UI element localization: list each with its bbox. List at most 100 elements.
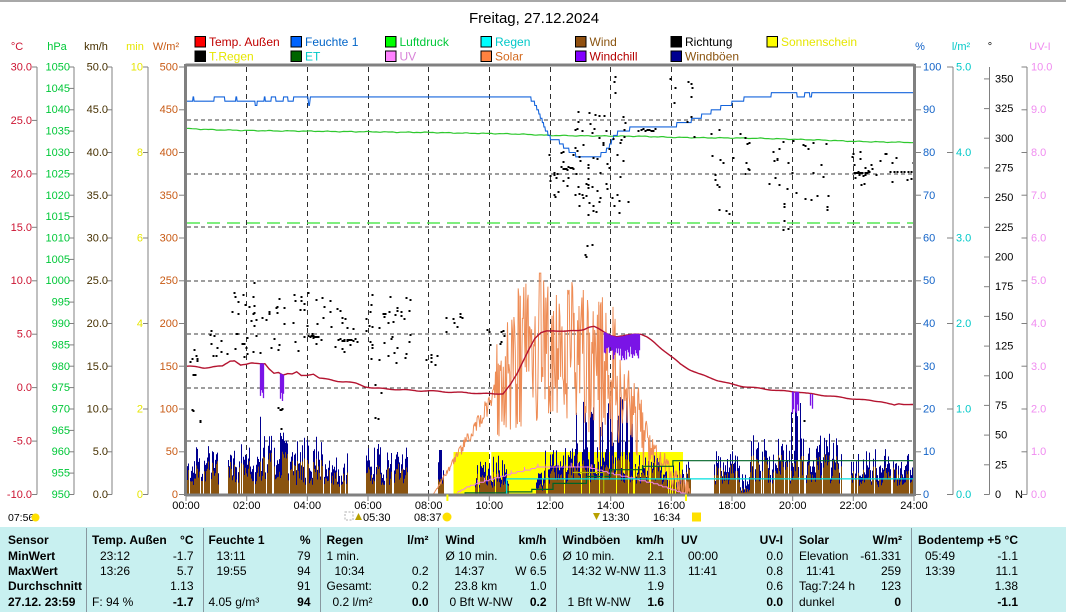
svg-text:Solar: Solar (495, 50, 523, 64)
svg-text:5.0: 5.0 (956, 62, 971, 74)
svg-text:15.0: 15.0 (87, 361, 108, 373)
svg-text:-10.0: -10.0 (7, 489, 32, 501)
svg-text:965: 965 (52, 425, 70, 437)
svg-text:Luftdruck: Luftdruck (400, 35, 450, 49)
svg-text:70: 70 (923, 190, 935, 202)
svg-text:100: 100 (995, 370, 1013, 382)
svg-text:10:00: 10:00 (476, 500, 504, 512)
svg-text:km/h: km/h (84, 41, 108, 53)
svg-text:min: min (126, 41, 144, 53)
svg-text:Windchill: Windchill (590, 50, 638, 64)
svg-text:20.0: 20.0 (87, 318, 108, 330)
svg-text:Sonnenschein: Sonnenschein (781, 35, 857, 49)
svg-text:25.0: 25.0 (87, 275, 108, 287)
svg-text:08:00: 08:00 (415, 500, 443, 512)
svg-text:5.0: 5.0 (93, 446, 108, 458)
svg-text:10: 10 (131, 62, 143, 74)
svg-text:350: 350 (995, 73, 1013, 85)
svg-text:13:30: 13:30 (602, 512, 630, 524)
svg-text:16:00: 16:00 (658, 500, 686, 512)
svg-text:0.0: 0.0 (1031, 489, 1046, 501)
svg-text:0: 0 (137, 489, 143, 501)
svg-text:200: 200 (995, 252, 1013, 264)
svg-text:UV-I: UV-I (1029, 41, 1050, 53)
svg-text:2.0: 2.0 (956, 318, 971, 330)
svg-text:90: 90 (923, 104, 935, 116)
svg-text:25.0: 25.0 (11, 115, 32, 127)
svg-text:35.0: 35.0 (87, 190, 108, 202)
svg-text:990: 990 (52, 318, 70, 330)
svg-text:200: 200 (160, 318, 178, 330)
svg-text:100: 100 (160, 404, 178, 416)
svg-text:8.0: 8.0 (1031, 147, 1046, 159)
svg-text:25: 25 (995, 459, 1007, 471)
svg-text:10.0: 10.0 (87, 404, 108, 416)
svg-text:16:34: 16:34 (653, 512, 681, 524)
svg-text:06:00: 06:00 (354, 500, 382, 512)
svg-text:960: 960 (52, 446, 70, 458)
svg-text:450: 450 (160, 104, 178, 116)
svg-text:°: ° (988, 41, 992, 53)
svg-text:300: 300 (160, 233, 178, 245)
svg-text:970: 970 (52, 404, 70, 416)
svg-text:1030: 1030 (46, 147, 70, 159)
svg-text:4: 4 (137, 318, 143, 330)
svg-text:Richtung: Richtung (685, 35, 732, 49)
svg-text:%: % (915, 41, 925, 53)
svg-text:10.0: 10.0 (1031, 62, 1052, 74)
svg-text:00:00: 00:00 (172, 500, 200, 512)
svg-text:400: 400 (160, 147, 178, 159)
svg-text:1015: 1015 (46, 211, 70, 223)
svg-text:15.0: 15.0 (11, 222, 32, 234)
svg-text:950: 950 (52, 489, 70, 501)
svg-text:05:30: 05:30 (363, 512, 391, 524)
svg-text:275: 275 (995, 162, 1013, 174)
svg-text:W/m²: W/m² (153, 41, 180, 53)
svg-text:30.0: 30.0 (11, 62, 32, 74)
svg-text:50: 50 (923, 275, 935, 287)
svg-text:14:00: 14:00 (597, 500, 625, 512)
svg-text:1.0: 1.0 (956, 404, 971, 416)
svg-text:995: 995 (52, 297, 70, 309)
svg-text:Regen: Regen (495, 35, 530, 49)
svg-text:1050: 1050 (46, 62, 70, 74)
svg-text:1045: 1045 (46, 83, 70, 95)
svg-text:980: 980 (52, 361, 70, 373)
svg-text:6.0: 6.0 (1031, 233, 1046, 245)
svg-text:40: 40 (923, 318, 935, 330)
svg-text:l/m²: l/m² (952, 41, 971, 53)
svg-text:350: 350 (160, 190, 178, 202)
svg-text:50: 50 (995, 430, 1007, 442)
svg-text:24:00: 24:00 (900, 500, 928, 512)
svg-text:100: 100 (923, 62, 941, 74)
svg-text:5.0: 5.0 (1031, 275, 1046, 287)
svg-text:0: 0 (995, 489, 1001, 501)
svg-text:20.0: 20.0 (11, 168, 32, 180)
svg-text:2.0: 2.0 (1031, 404, 1046, 416)
svg-text:Wind: Wind (590, 35, 617, 49)
svg-text:1.0: 1.0 (1031, 446, 1046, 458)
svg-text:175: 175 (995, 281, 1013, 293)
svg-text:250: 250 (160, 275, 178, 287)
svg-text:0: 0 (172, 489, 178, 501)
svg-text:250: 250 (995, 192, 1013, 204)
svg-text:60: 60 (923, 233, 935, 245)
svg-text:0.0: 0.0 (93, 489, 108, 501)
svg-text:50: 50 (166, 446, 178, 458)
svg-text:325: 325 (995, 103, 1013, 115)
svg-text:6: 6 (137, 233, 143, 245)
svg-text:500: 500 (160, 62, 178, 74)
svg-text:0.0: 0.0 (17, 382, 32, 394)
svg-text:°C: °C (11, 41, 23, 53)
svg-text:07:56: 07:56 (8, 512, 34, 524)
svg-text:N: N (1015, 489, 1023, 501)
svg-text:ET: ET (305, 50, 321, 64)
svg-text:18:00: 18:00 (718, 500, 746, 512)
svg-text:45.0: 45.0 (87, 104, 108, 116)
svg-text:-5.0: -5.0 (13, 436, 32, 448)
svg-text:4.0: 4.0 (956, 147, 971, 159)
svg-text:0: 0 (923, 489, 929, 501)
svg-text:08:37: 08:37 (414, 512, 442, 524)
svg-text:80: 80 (923, 147, 935, 159)
svg-text:7.0: 7.0 (1031, 190, 1046, 202)
